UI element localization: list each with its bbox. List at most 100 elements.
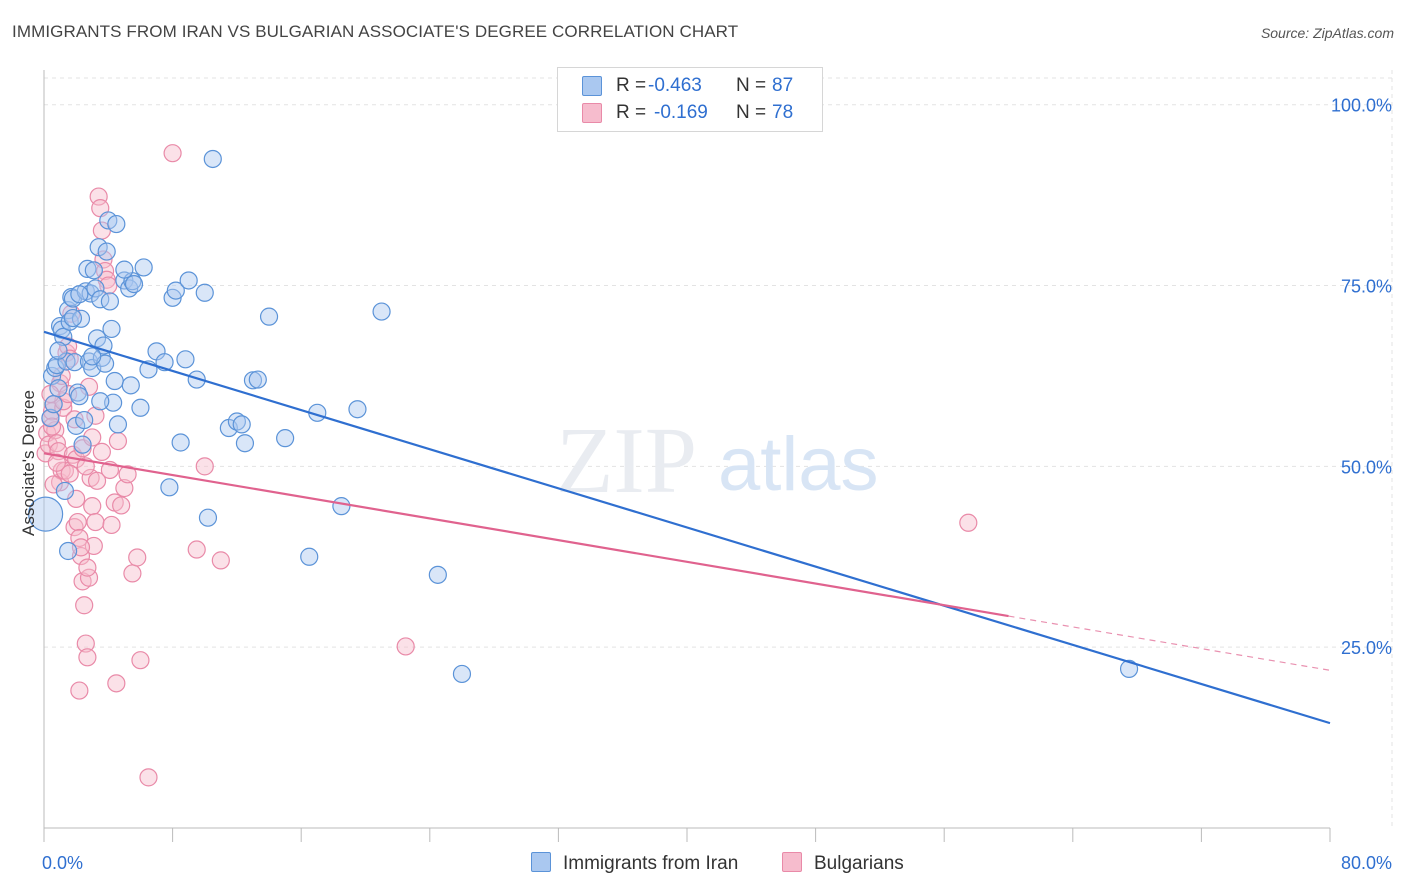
bulgarians-trend-line [43,452,1009,618]
legend-n-label: N = [736,75,767,96]
y-axis-label: Associate's Degree [19,390,38,536]
iran-point [55,481,74,501]
legend-r-label: R = [616,75,647,96]
iran-point [94,336,113,355]
iran-point [124,274,144,294]
iran-trend-line [43,330,1331,725]
iran-point [235,434,255,453]
legend-n-value: 87 [772,75,794,96]
bulgarians-point [59,384,78,404]
bulgarians-point [68,512,87,532]
iran-point [372,302,391,321]
trend-lines [43,330,1331,725]
legend-n-value: 78 [772,102,794,123]
axes [43,70,1331,842]
iran-point [70,285,89,304]
iran-point [187,370,206,389]
bulgarians-point [211,551,230,570]
bulgarians-point [959,513,978,532]
legend-swatch-iran [582,76,602,96]
iran-point [131,398,150,417]
iran-point [59,541,78,561]
y-tick-label: 25.0% [1341,638,1392,658]
stats-legend: R = -0.463 N = 87 R = -0.169 N = 78 [557,67,823,132]
iran-point [97,242,116,261]
x-tick-label: 0.0% [42,853,83,873]
tick-labels: 25.0% 50.0% 75.0% 100.0% 0.0% 80.0% [42,96,1392,873]
bulgarians-point [92,442,111,461]
bulgarians-point [60,464,79,483]
iran-point [102,319,121,339]
iran-point [428,565,447,584]
bulgarians-point [163,144,182,163]
iran-point [176,350,195,369]
bulgarians-point [70,528,89,548]
iran-point [115,260,134,279]
legend-r-value: -0.463 [648,75,702,96]
bulgarians-point [112,496,131,515]
iran-point [28,496,64,532]
iran-point [243,371,263,390]
iran-point [227,412,246,431]
series-bulgarians-points [36,144,978,787]
iran-point [84,261,103,280]
bulgarians-point [115,478,134,498]
bottom-legend-iran: Immigrants from Iran [531,852,738,875]
iran-point [259,307,279,326]
iran-point [47,355,66,375]
legend-n-label: N = [736,102,767,123]
y-tick-label: 75.0% [1341,277,1392,297]
bulgarians-point [78,558,97,577]
bulgarians-point [396,637,415,656]
bulgarians-point [79,377,99,396]
iran-point [44,395,63,414]
y-tick-label: 50.0% [1341,457,1392,477]
bottom-legend-label-iran: Immigrants from Iran [563,853,739,874]
legend-swatch-bulgarians [582,103,602,123]
iran-point [49,341,68,360]
iran-point [83,347,102,366]
series-iran-points [28,149,1139,684]
bulgarians-point [86,406,105,425]
iran-point [134,258,153,277]
iran-point [78,259,97,279]
bottom-legend-label-bulgarians: Bulgarians [814,853,904,874]
iran-point [73,435,92,454]
iran-point [63,308,83,328]
iran-point [100,292,120,311]
bulgarians-point [65,410,84,429]
iran-point [70,387,89,406]
bottom-legend-swatch-bulgarians [782,852,802,872]
bulgarians-trend-extension [1008,615,1331,671]
bulgarians-point [44,475,63,494]
iran-point [46,358,65,378]
iran-point [65,353,84,372]
iran-point [1119,659,1139,678]
iran-point [179,271,198,290]
bulgarians-point [128,548,147,567]
bulgarians-point [195,457,214,476]
x-tick-label: 80.0% [1341,853,1392,873]
bulgarians-point [86,512,105,532]
bulgarians-point [54,398,73,417]
iran-point [276,429,295,448]
legend-r-label: R = [616,102,647,123]
iran-point [452,664,472,684]
bulgarians-point [139,768,158,787]
bulgarians-point [118,465,137,484]
bulgarians-point [89,187,108,206]
bulgarians-point [102,515,121,535]
bulgarians-point [47,453,66,472]
watermark-atlas: atlas [718,422,879,507]
legend-r-value: -0.169 [654,102,708,123]
iran-point [160,478,179,497]
source-credit: Source: ZipAtlas.com [1260,25,1394,41]
iran-point [232,415,251,434]
iran-point [166,281,185,300]
iran-point [41,408,60,427]
bulgarians-point [76,634,95,653]
iran-point [203,149,222,169]
bulgarians-point [65,518,84,537]
bulgarians-point [87,471,107,490]
